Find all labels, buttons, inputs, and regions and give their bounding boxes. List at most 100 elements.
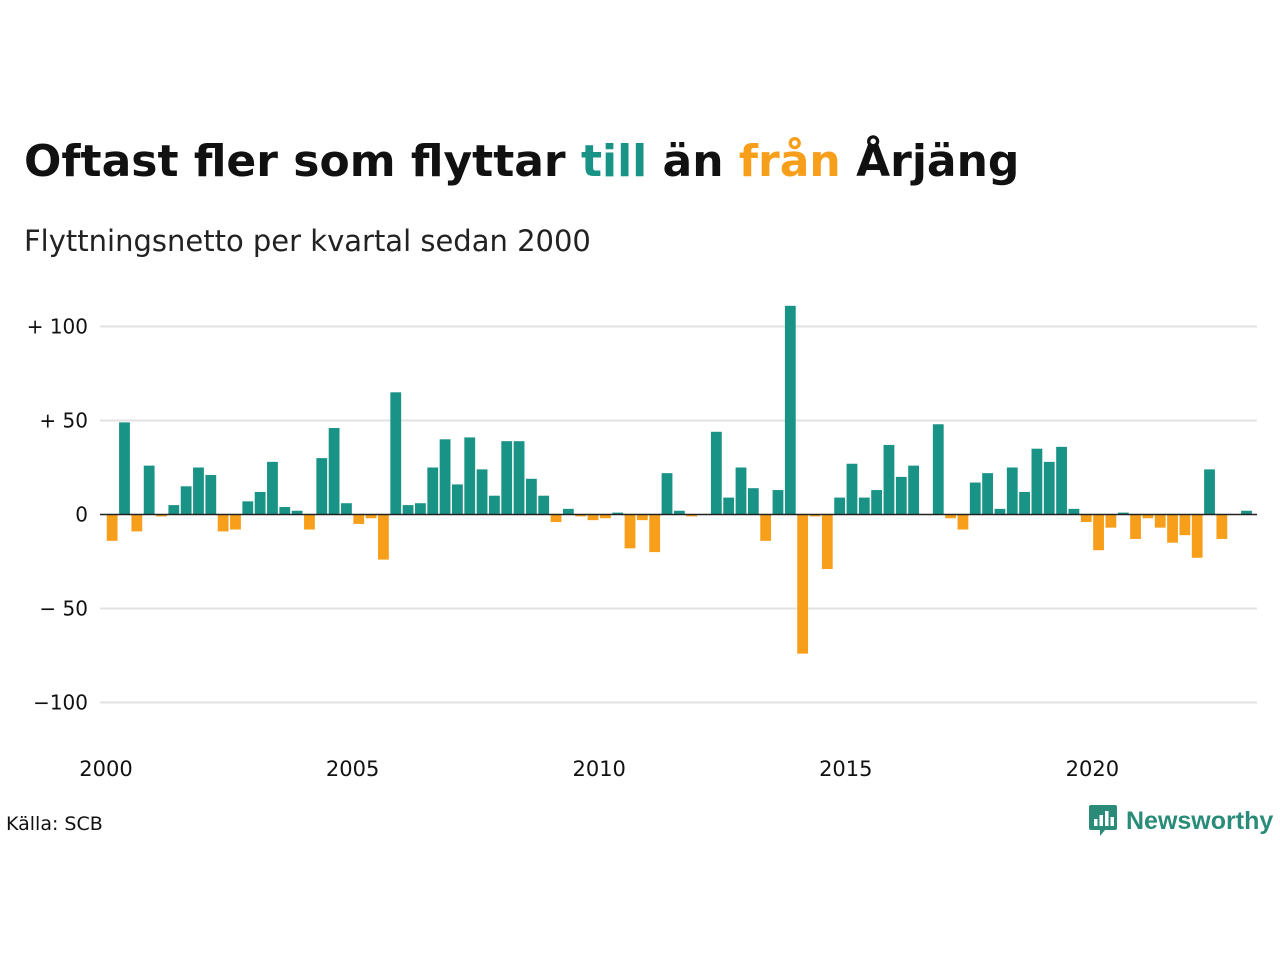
bar <box>723 497 735 515</box>
bar <box>205 475 217 515</box>
x-tick-label: 2020 <box>1066 757 1119 781</box>
bar <box>402 505 414 515</box>
bar <box>230 514 241 530</box>
bar <box>217 514 229 532</box>
bar <box>279 506 291 515</box>
y-tick-label: + 50 <box>39 409 88 433</box>
x-tick-label: 2010 <box>572 757 625 781</box>
title-word-fran: från <box>738 136 841 187</box>
bar <box>673 510 685 515</box>
bar <box>1130 514 1141 539</box>
bar <box>661 473 673 515</box>
bar <box>1142 514 1154 519</box>
bar <box>488 495 500 515</box>
chart-subtitle: Flyttningsnetto per kvartal sedan 2000 <box>24 224 591 258</box>
bar <box>1179 514 1191 536</box>
bar <box>1019 491 1030 515</box>
bar <box>415 503 426 515</box>
bar <box>562 508 574 515</box>
bar <box>599 514 611 519</box>
bar <box>328 428 340 515</box>
bar <box>452 484 463 515</box>
bar <box>649 514 661 553</box>
bar <box>1031 448 1043 515</box>
bar <box>106 514 118 541</box>
bar <box>242 501 254 515</box>
bar <box>1216 514 1228 539</box>
bar <box>267 461 278 515</box>
bar <box>1167 514 1178 543</box>
bar <box>784 305 796 515</box>
bar <box>501 441 513 515</box>
bar <box>747 488 759 515</box>
bar <box>193 467 204 515</box>
bar <box>821 514 833 570</box>
bar <box>957 514 969 530</box>
bar <box>945 514 957 519</box>
bar <box>1241 510 1252 515</box>
bar <box>686 514 698 517</box>
bar <box>1191 514 1203 558</box>
bar <box>1006 467 1018 515</box>
title-word-till: till <box>580 136 648 187</box>
bar <box>131 514 143 532</box>
bar <box>390 392 402 515</box>
bar <box>969 482 981 515</box>
y-tick-label: −100 <box>33 691 88 715</box>
bar <box>735 467 747 515</box>
bar <box>797 514 809 654</box>
bar <box>1204 469 1215 515</box>
bar <box>612 512 624 515</box>
bar <box>156 514 167 517</box>
bar <box>291 510 303 515</box>
bar <box>464 437 476 515</box>
y-tick-label: 0 <box>75 503 88 527</box>
bar <box>550 514 562 523</box>
bar <box>834 497 846 515</box>
bar <box>636 514 648 521</box>
bar <box>871 490 883 515</box>
bar <box>883 444 895 515</box>
bar <box>304 514 315 530</box>
y-tick-label: + 100 <box>27 315 88 339</box>
title-part-3: Årjäng <box>840 136 1020 187</box>
bar <box>1080 514 1092 523</box>
y-tick-label: − 50 <box>39 597 88 621</box>
bar <box>316 458 328 515</box>
source-note: Källa: SCB <box>6 813 103 835</box>
bar <box>143 465 155 515</box>
title-part-1: Oftast fler som flyttar <box>24 136 581 187</box>
bar <box>858 497 870 515</box>
bar <box>994 508 1006 515</box>
x-tick-label: 2015 <box>819 757 872 781</box>
x-tick-label: 2000 <box>79 757 132 781</box>
bar <box>1056 446 1067 515</box>
bar <box>1043 461 1055 515</box>
bar <box>1105 514 1117 528</box>
bar <box>710 431 722 515</box>
bar <box>1093 514 1104 551</box>
bar <box>180 486 192 515</box>
bar <box>1117 512 1129 515</box>
bar <box>1154 514 1166 528</box>
bar <box>341 503 352 515</box>
bar <box>378 514 389 560</box>
bar <box>932 424 944 515</box>
newsworthy-logo-icon <box>1089 805 1117 836</box>
bar <box>168 505 180 515</box>
bar <box>119 422 130 515</box>
bar <box>624 514 636 549</box>
bar <box>908 465 920 515</box>
bar <box>365 514 377 519</box>
bar <box>575 514 587 517</box>
bar <box>353 514 365 524</box>
brand-logo: Newsworthy <box>1088 804 1273 838</box>
bar <box>513 441 525 515</box>
bar <box>982 473 993 515</box>
bar <box>587 514 599 521</box>
bar <box>427 467 439 515</box>
bar <box>760 514 772 541</box>
bar <box>1068 508 1080 515</box>
brand-name: Newsworthy <box>1126 806 1274 835</box>
bar <box>809 514 821 517</box>
